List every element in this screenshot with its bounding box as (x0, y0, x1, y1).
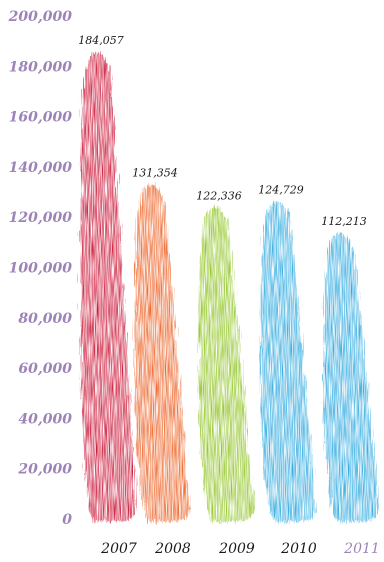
data-label: 124,729 (258, 183, 304, 196)
data-label: 131,354 (132, 167, 178, 180)
y-tick-label: 0 (62, 512, 72, 528)
y-tick-label: 40,000 (18, 411, 72, 427)
y-tick-label: 60,000 (18, 361, 72, 377)
bar (134, 184, 190, 522)
y-tick-label: 140,000 (9, 160, 73, 176)
data-label: 112,213 (321, 215, 367, 228)
y-tick-label: 20,000 (17, 462, 72, 478)
x-axis-ticks: 2007 2008 2009 2010 2011 (100, 541, 380, 557)
data-label: 122,336 (196, 189, 242, 202)
x-tick-label: 2011 (343, 541, 380, 557)
x-tick-label: 2008 (154, 541, 191, 557)
x-tick-label: 2007 (100, 541, 137, 557)
bar (323, 232, 379, 522)
bar (198, 207, 254, 522)
y-tick-label: 120,000 (9, 210, 73, 226)
y-tick-label: 80,000 (18, 311, 72, 327)
y-tick-label: 100,000 (9, 261, 73, 277)
data-labels: 184,057 131,354 122,336 124,729 112,213 (78, 34, 367, 228)
data-label: 184,057 (78, 34, 124, 47)
y-tick-label: 200,000 (8, 9, 73, 25)
bar (260, 201, 316, 523)
y-axis-ticks: 0 20,000 40,000 60,000 80,000 100,000 120,000 1… (8, 9, 73, 528)
bars (80, 52, 379, 523)
x-tick-label: 2010 (280, 541, 317, 557)
y-tick-label: 180,000 (9, 59, 73, 75)
bar (80, 52, 136, 522)
x-tick-label: 2009 (218, 541, 255, 557)
y-tick-label: 160,000 (9, 110, 73, 126)
